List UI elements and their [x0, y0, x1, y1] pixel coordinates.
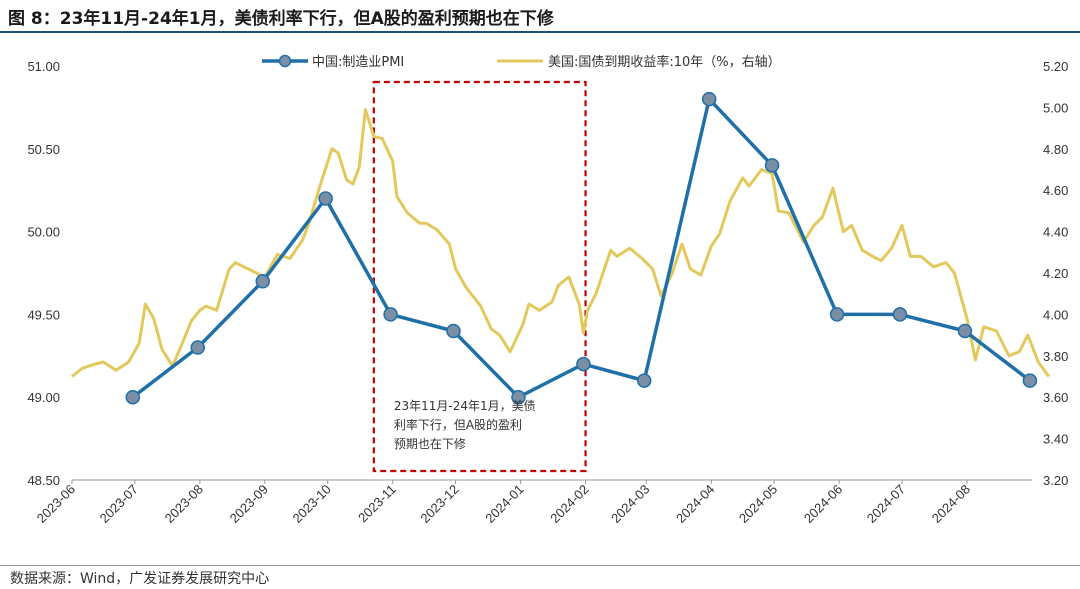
x-tick-label: 2024-02 — [547, 482, 591, 526]
legend: 中国:制造业PMI 美国:国债到期收益率:10年（%，右轴） — [262, 54, 781, 70]
y-right-tick-label: 5.20 — [1043, 59, 1068, 74]
pmi-data-point — [701, 91, 717, 107]
pmi-data-point — [125, 389, 141, 405]
pmi-data-point — [829, 307, 845, 322]
pmi-data-point — [255, 274, 270, 289]
x-tick-label: 2024-08 — [929, 482, 973, 526]
annotation-text-line: 23年11月-24年1月，美债 — [394, 399, 536, 413]
y-left-tick-label: 51.00 — [27, 59, 60, 74]
pmi-data-point — [764, 158, 780, 173]
pmi-data-point — [383, 307, 398, 322]
pmi-series-group — [125, 91, 1038, 405]
x-tick-label: 2023-09 — [227, 482, 271, 526]
y-right-tick-label: 4.60 — [1043, 183, 1068, 198]
legend-pmi-label: 中国:制造业PMI — [312, 55, 404, 70]
annotation-text-line: 预期也在下修 — [394, 436, 466, 451]
annotation-box-group — [372, 80, 587, 473]
pmi-data-point — [511, 389, 526, 405]
y-right-tick-label: 3.40 — [1043, 432, 1068, 447]
x-tick-label: 2024-01 — [482, 482, 526, 526]
title-rule — [0, 31, 1080, 33]
bottom-rule — [0, 565, 1080, 566]
x-tick-label: 2023-07 — [97, 482, 141, 526]
pmi-series-line — [131, 97, 1031, 399]
chart-title: 图 8：23年11月-24年1月，美债利率下行，但A股的盈利预期也在下修 — [8, 9, 554, 29]
legend-yield-label: 美国:国债到期收益率:10年（%，右轴） — [548, 54, 781, 70]
source-note: 数据来源：Wind，广发证券发展研究中心 — [10, 571, 270, 587]
x-tick-label: 2024-06 — [801, 482, 845, 526]
chart-canvas: 48.50 49.00 49.50 50.00 50.50 51.00 3.20 3.40 3.… — [27, 54, 1068, 526]
x-tick-label: 2024-04 — [673, 482, 717, 526]
y-right-tick-label: 5.00 — [1043, 100, 1068, 115]
annotation-text-group: 23年11月-24年1月，美债利率下行，但A股的盈利预期也在下修 — [394, 399, 536, 451]
y-right-tick-label: 4.40 — [1043, 225, 1068, 240]
x-tick-label: 2024-05 — [736, 482, 780, 526]
y-left-tick-label: 49.00 — [27, 390, 60, 405]
y-right-tick-label: 4.00 — [1043, 307, 1068, 322]
y-right-tick-label: 4.80 — [1043, 142, 1068, 157]
pmi-data-point — [446, 323, 461, 339]
pmi-data-point — [1022, 373, 1038, 388]
y-right-tick-label: 3.60 — [1043, 390, 1068, 405]
x-tick-label: 2024-07 — [864, 482, 908, 526]
y-left-tick-label: 48.50 — [27, 473, 60, 488]
y-right-tick-label: 3.20 — [1043, 473, 1068, 488]
y-left-tick-label: 49.50 — [27, 307, 60, 322]
pmi-data-point — [318, 191, 333, 206]
y-left-tick-label: 50.50 — [27, 142, 60, 157]
x-tick-label: 2023-06 — [34, 482, 78, 526]
y-right-tick-label: 3.80 — [1043, 349, 1068, 364]
axes-group: 48.50 49.00 49.50 50.00 50.50 51.00 3.20 3.40 3.… — [27, 59, 1068, 526]
x-tick-label: 2023-12 — [417, 482, 461, 526]
y-left-tick-label: 50.00 — [27, 225, 60, 240]
x-tick-label: 2024-03 — [608, 482, 652, 526]
x-tick-label: 2023-08 — [162, 482, 206, 526]
x-tick-label: 2023-10 — [289, 482, 333, 526]
pmi-data-point — [636, 373, 652, 388]
pmi-data-point — [190, 340, 206, 355]
pmi-data-point — [892, 307, 908, 322]
annotation-box — [372, 80, 587, 473]
yield-series-group — [71, 108, 1051, 378]
pmi-data-point — [576, 356, 591, 372]
x-tick-label: 2023-11 — [355, 482, 399, 526]
pmi-data-point — [957, 323, 973, 339]
legend-pmi-marker — [278, 54, 292, 68]
yield-series-line — [71, 108, 1051, 378]
annotation-text-line: 利率下行，但A股的盈利 — [394, 417, 522, 432]
y-right-tick-label: 4.20 — [1043, 266, 1068, 281]
